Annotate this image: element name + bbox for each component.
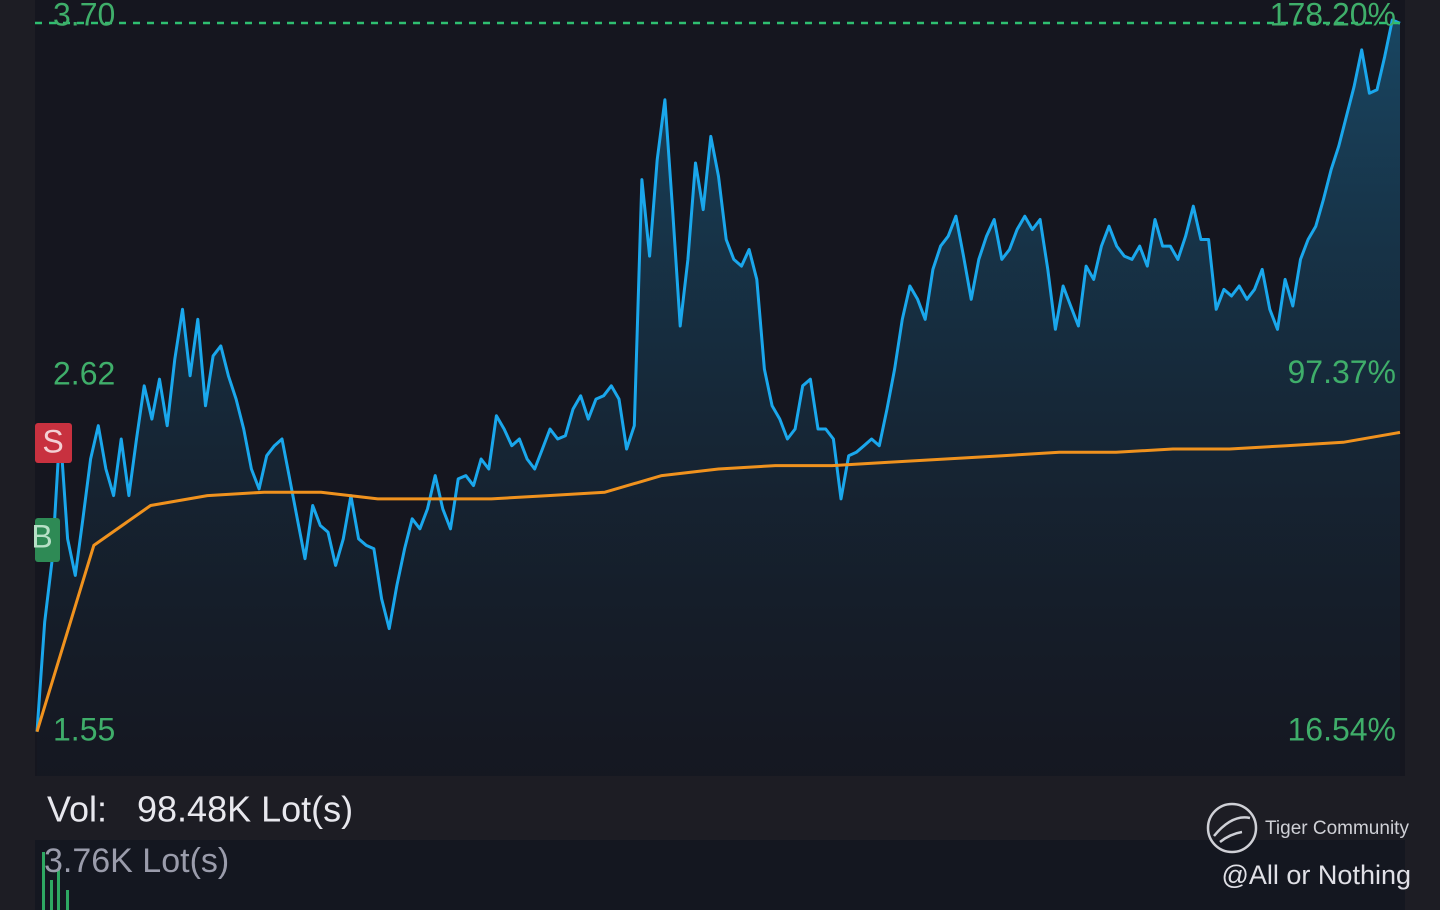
y2-tick-label: 178.20% xyxy=(1270,0,1396,32)
buy-label: B xyxy=(31,518,52,554)
volume-bar xyxy=(50,880,53,910)
y-tick-label: 3.70 xyxy=(53,0,115,32)
y2-tick-label: 97.37% xyxy=(1287,354,1396,390)
watermark-icon-stripes xyxy=(1213,816,1251,843)
watermark-brand: Tiger Community xyxy=(1265,818,1409,839)
sell-label: S xyxy=(42,423,63,459)
watermark: Tiger Community @All or Nothing xyxy=(1206,802,1412,890)
volume-bar xyxy=(66,890,69,910)
volume-total: 98.48K Lot(s) xyxy=(137,789,353,830)
volume-bars xyxy=(42,852,69,910)
volume-area xyxy=(35,840,1405,910)
buy-marker: B xyxy=(31,518,60,562)
price-area xyxy=(37,20,1400,776)
y-tick-label: 1.55 xyxy=(53,711,115,747)
average-line xyxy=(35,430,1401,733)
volume-label: Vol: xyxy=(47,789,107,830)
y-tick-label: 2.62 xyxy=(53,356,115,392)
price-line xyxy=(35,18,1401,732)
volume-bar xyxy=(57,870,60,910)
plot: 1.55 2.62 3.70 16.54% 97.37% 178.20% xyxy=(35,0,1401,776)
buy-badge xyxy=(35,518,60,562)
watermark-icon xyxy=(1206,802,1258,854)
watermark-author: @All or Nothing xyxy=(1222,860,1412,890)
sell-badge xyxy=(35,423,72,463)
y2-tick-label: 16.54% xyxy=(1287,711,1396,747)
volume-scale: 3.76K Lot(s) xyxy=(44,842,229,880)
sell-marker: S xyxy=(35,423,72,463)
volume-bar xyxy=(42,852,45,910)
